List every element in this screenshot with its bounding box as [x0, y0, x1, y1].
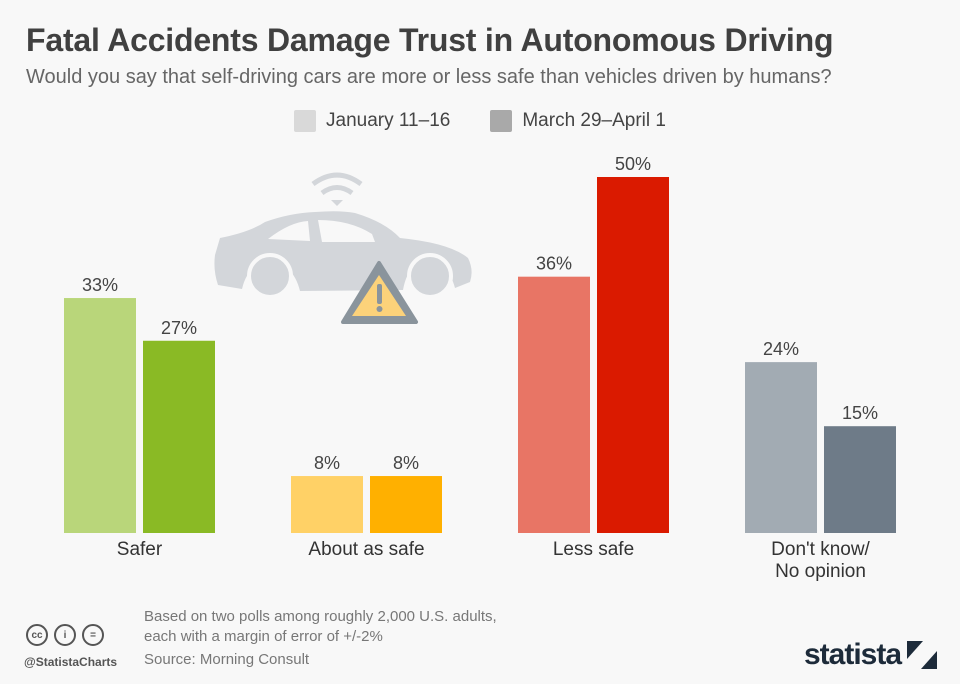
data-label: 15% — [842, 403, 878, 423]
license-icons: cc i = — [26, 624, 104, 646]
legend: January 11–16 March 29–April 1 — [0, 110, 960, 132]
chart-title: Fatal Accidents Damage Trust in Autonomo… — [26, 22, 834, 58]
no-derivatives-icon: = — [82, 624, 104, 646]
bar — [824, 426, 896, 533]
footnote-line: each with a margin of error of +/-2% — [144, 628, 383, 645]
logo-text: statista — [804, 638, 902, 671]
data-label: 33% — [82, 275, 118, 295]
car-icon — [214, 211, 472, 291]
legend-item-jan: January 11–16 — [294, 110, 450, 132]
bar — [745, 362, 817, 533]
legend-label: March 29–April 1 — [522, 110, 666, 131]
bar — [291, 476, 363, 533]
bar — [370, 476, 442, 533]
footnote: Based on two polls among roughly 2,000 U… — [144, 607, 497, 647]
data-label: 36% — [536, 254, 572, 274]
category-label: Safer — [116, 539, 163, 560]
wifi-icon — [311, 172, 363, 206]
data-label: 24% — [763, 339, 799, 359]
bar — [597, 177, 669, 533]
statista-logo[interactable]: statista — [804, 638, 938, 672]
source: Source: Morning Consult — [144, 651, 310, 668]
legend-label: January 11–16 — [326, 110, 451, 131]
chart-subtitle: Would you say that self-driving cars are… — [26, 66, 832, 88]
bar — [518, 276, 590, 533]
legend-swatch — [490, 110, 513, 132]
statista-mark-icon — [907, 641, 938, 669]
data-label: 8% — [314, 453, 340, 473]
cc-icon: cc — [26, 624, 48, 646]
legend-item-mar: March 29–April 1 — [490, 110, 666, 132]
legend-swatch — [294, 110, 317, 132]
car-illustration — [214, 172, 472, 324]
category-label: About as safe — [308, 539, 425, 560]
data-label: 50% — [615, 154, 651, 174]
category-label: Don't know/No opinion — [771, 539, 870, 582]
warning-icon — [341, 261, 418, 324]
twitter-handle[interactable]: @StatistaCharts — [24, 655, 118, 669]
footnote-line: Based on two polls among roughly 2,000 U… — [144, 608, 497, 625]
bar — [143, 340, 215, 533]
attribution-icon: i — [54, 624, 76, 646]
data-label: 8% — [393, 453, 419, 473]
category-label: Less safe — [552, 539, 635, 560]
bar — [64, 298, 136, 533]
data-label: 27% — [161, 318, 197, 338]
